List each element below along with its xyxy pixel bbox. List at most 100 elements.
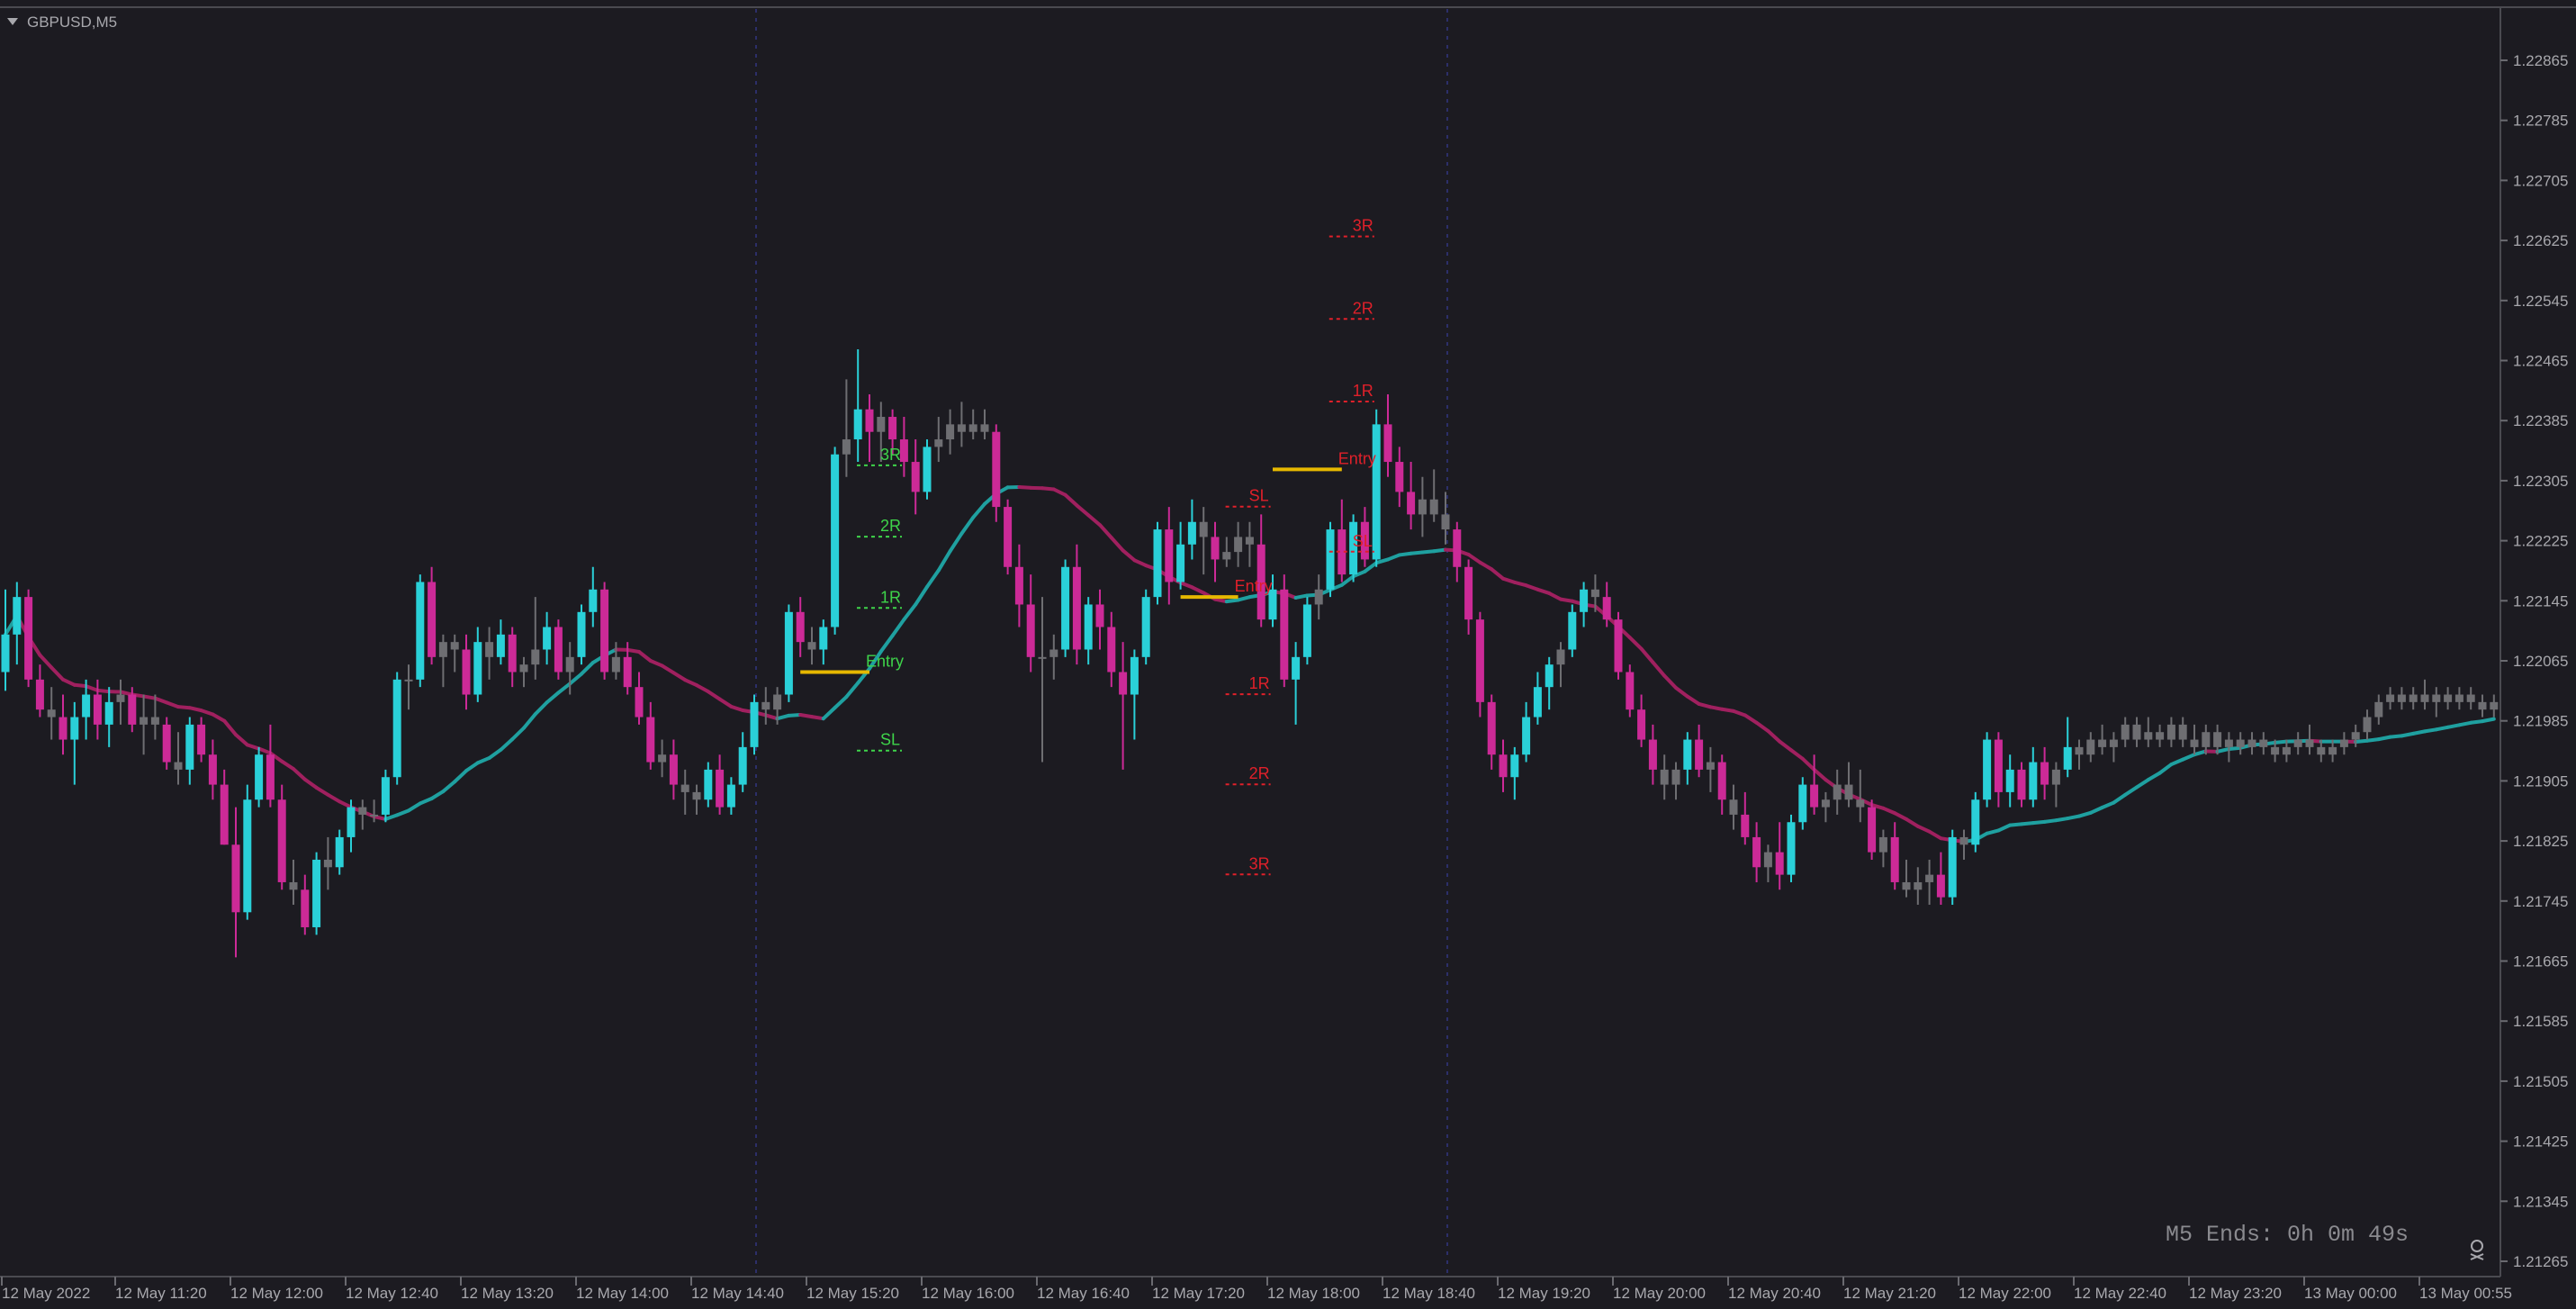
candle-body <box>47 709 56 718</box>
ma-segment <box>1098 523 1113 540</box>
candle-body <box>1026 604 1035 657</box>
ma-segment <box>141 694 158 700</box>
y-tick-label: 1.22225 <box>2513 533 2568 550</box>
moving-average <box>4 484 2496 844</box>
symbol-header[interactable]: GBPUSD,M5 <box>7 14 117 31</box>
x-tick-label: 12 May 14:00 <box>576 1285 669 1302</box>
ma-segment <box>1536 587 1552 595</box>
candle-body <box>1545 664 1554 688</box>
entry-label: Entry <box>1338 449 1376 467</box>
candle-body <box>2132 724 2141 740</box>
ma-segment <box>1789 748 1805 761</box>
candle-body <box>531 649 540 665</box>
y-tick-label: 1.22385 <box>2513 412 2568 429</box>
ma-segment <box>453 769 468 784</box>
candle-body <box>519 664 528 673</box>
candles[interactable] <box>1 348 2499 958</box>
y-tick-label: 1.21265 <box>2513 1253 2568 1270</box>
candle-body <box>1683 739 1692 770</box>
candle-body <box>174 762 183 770</box>
ma-segment <box>637 649 653 663</box>
candle-body <box>1717 762 1726 800</box>
candle-body <box>1119 672 1128 695</box>
candle-body <box>1868 807 1877 853</box>
candle-body <box>93 694 102 725</box>
ma-segment <box>1501 576 1517 584</box>
candle-body <box>370 814 379 817</box>
candle-body <box>162 724 171 763</box>
x-tick-label: 12 May 15:20 <box>806 1285 899 1302</box>
candle-body <box>888 417 897 440</box>
y-tick-label: 1.21505 <box>2513 1073 2568 1090</box>
candle-body <box>1176 544 1185 582</box>
candle-body <box>289 881 298 890</box>
candle-body <box>220 784 229 845</box>
ma-segment <box>61 677 77 687</box>
y-tick-label: 1.22465 <box>2513 353 2568 370</box>
candle-body <box>2328 746 2337 755</box>
candle-body <box>1856 799 1865 808</box>
ma-segment <box>648 659 664 668</box>
y-tick-label: 1.22865 <box>2513 52 2568 69</box>
ma-segment <box>510 726 526 742</box>
candle-body <box>13 597 22 635</box>
candle-body <box>796 611 805 643</box>
ma-segment <box>2469 719 2484 725</box>
ma-segment <box>695 683 710 694</box>
candle-body <box>1395 462 1404 492</box>
ma-segment <box>1766 728 1782 744</box>
candle-body <box>496 634 505 657</box>
candle-body <box>1499 754 1508 778</box>
ma-segment <box>418 796 434 806</box>
candle-body <box>646 717 655 763</box>
ma-segment <box>1040 486 1056 492</box>
candle-body <box>266 754 275 800</box>
ma-segment <box>1063 492 1079 508</box>
ma-segment <box>1374 557 1390 565</box>
ma-segment <box>1927 829 1943 841</box>
ma-segment <box>844 681 860 700</box>
candle-body <box>1959 836 1968 845</box>
candle-body <box>1245 537 1254 545</box>
candle-body <box>1084 604 1093 650</box>
candle-body <box>1878 836 1887 853</box>
candle-body <box>2051 769 2060 785</box>
candle-body <box>35 679 44 710</box>
candle-body <box>104 701 113 725</box>
candle-body <box>1626 672 1635 710</box>
candle-body <box>116 694 125 702</box>
ma-segment <box>1420 549 1437 555</box>
x-tick-label: 12 May 16:40 <box>1037 1285 1130 1302</box>
ma-segment <box>475 755 491 765</box>
candle-body <box>680 784 689 792</box>
candle-body <box>2098 739 2107 747</box>
chevron-down-icon[interactable] <box>7 18 18 25</box>
candle-body <box>577 611 586 657</box>
candle-body <box>1280 589 1289 680</box>
ma-segment <box>2169 757 2185 767</box>
candle-body <box>1130 656 1139 695</box>
candle-body <box>462 649 471 695</box>
candle-body <box>2339 739 2348 747</box>
ma-segment <box>395 808 410 817</box>
candle-body <box>2271 746 2280 755</box>
candle-body <box>231 844 240 913</box>
candle-body <box>2409 694 2418 702</box>
ma-segment <box>2100 800 2116 809</box>
candle-body <box>2063 746 2072 770</box>
ma-segment <box>2008 822 2023 827</box>
ma-segment <box>533 700 549 717</box>
ma-segment <box>1178 581 1194 590</box>
candle-body <box>807 642 816 650</box>
ma-segment <box>810 715 825 721</box>
ma-segment <box>2423 727 2438 734</box>
ma-segment <box>925 568 941 589</box>
candle-body <box>1 634 10 673</box>
x-tick-label: 12 May 21:20 <box>1843 1285 1936 1302</box>
ma-segment <box>2088 805 2104 815</box>
ma-segment <box>1985 828 2001 835</box>
ma-segment <box>2042 818 2058 824</box>
y-tick-label: 1.21585 <box>2513 1013 2568 1030</box>
candle-body <box>2040 762 2049 785</box>
